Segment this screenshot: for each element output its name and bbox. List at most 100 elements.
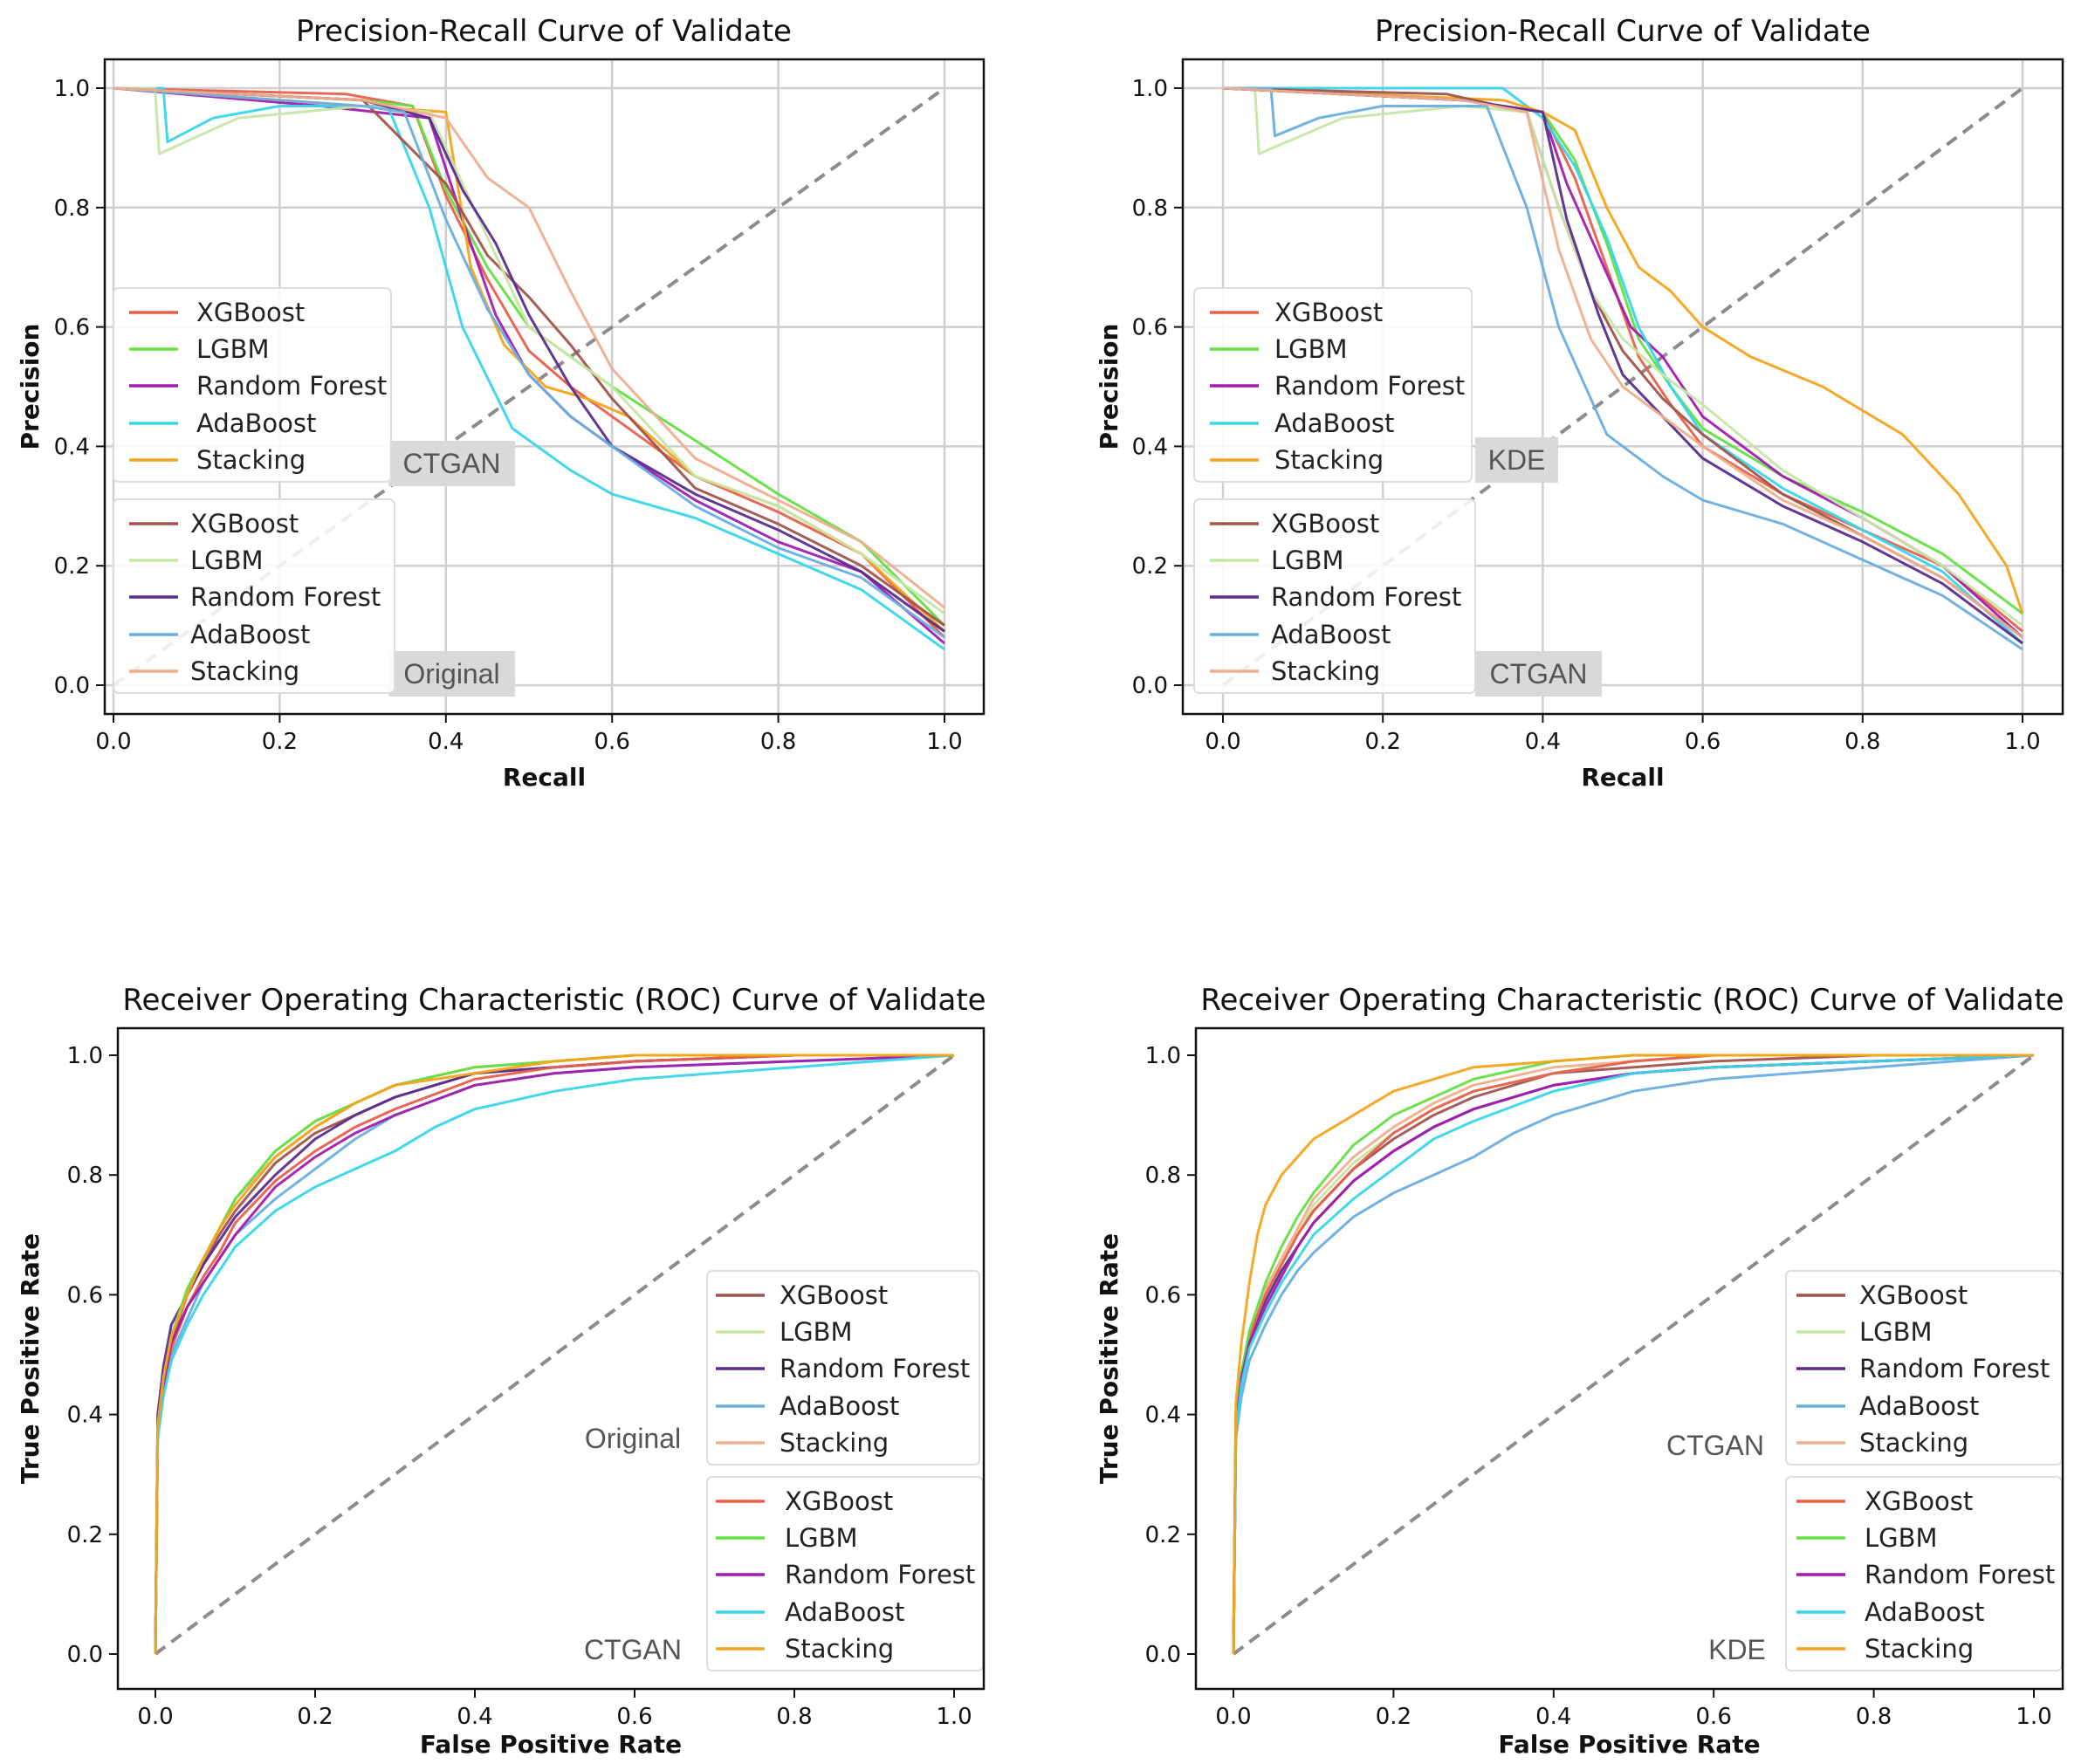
- chart-title: Receiver Operating Characteristic (ROC) …: [122, 983, 986, 1018]
- legend-label: LGBM: [780, 1317, 853, 1347]
- legend-label: XGBoost: [190, 509, 299, 539]
- legend-label: Random Forest: [1271, 582, 1461, 612]
- x-tick-label: 0.4: [457, 1704, 492, 1730]
- legend-label: AdaBoost: [785, 1597, 904, 1627]
- series-line-kde-stacking: [1232, 1054, 2034, 1655]
- y-tick-label: 0.6: [1132, 315, 1168, 341]
- y-tick-label: 1.0: [54, 76, 90, 102]
- x-tick-label: 0.2: [297, 1704, 333, 1730]
- legend-box: [706, 1270, 980, 1465]
- series-line-kde-adaboost: [1232, 1054, 2035, 1655]
- x-tick-label: 0.4: [428, 729, 464, 755]
- x-tick-label: 0.4: [1535, 1704, 1571, 1730]
- y-tick-label: 0.0: [1132, 673, 1168, 699]
- legend-label: AdaBoost: [1274, 408, 1394, 438]
- tag-box: [388, 651, 515, 697]
- series-line-original-stacking: [113, 86, 945, 609]
- legend-label: LGBM: [196, 334, 270, 364]
- legend-label: Stacking: [196, 445, 306, 475]
- y-tick-label: 1.0: [1145, 1043, 1181, 1069]
- x-tick-label: 1.0: [2016, 1704, 2051, 1730]
- diagonal-reference-line: [1232, 1054, 2036, 1656]
- dataset-tag: Original: [403, 658, 499, 690]
- series-line-ctgan-stacking: [154, 1054, 954, 1655]
- tag-box: [1475, 651, 1602, 697]
- x-tick-label: 0.2: [1376, 1704, 1411, 1730]
- legend-box: [113, 287, 392, 483]
- x-tick-label: 0.2: [262, 729, 298, 755]
- y-tick-label: 0.4: [67, 1403, 103, 1429]
- legend-label: Random Forest: [1859, 1354, 2050, 1383]
- y-tick-label: 0.8: [54, 196, 90, 222]
- legend-label: AdaBoost: [1271, 620, 1391, 649]
- y-tick-label: 0.8: [67, 1163, 103, 1189]
- legend-label: XGBoost: [196, 298, 305, 327]
- legend-label: Stacking: [1865, 1634, 1974, 1664]
- x-tick-label: 0.8: [760, 729, 796, 755]
- tag-box: [388, 441, 515, 486]
- legend-label: XGBoost: [1274, 298, 1383, 327]
- y-tick-label: 0.4: [54, 434, 90, 460]
- x-tick-label: 0.8: [1856, 1704, 1892, 1730]
- series-line-ctgan-adaboost: [1232, 1054, 2035, 1655]
- y-tick-label: 0.4: [1132, 434, 1168, 460]
- legend-label: XGBoost: [1271, 509, 1379, 539]
- series-line-original-random-forest: [113, 86, 945, 633]
- series-line-kde-adaboost: [1223, 86, 2024, 645]
- y-tick-label: 0.0: [54, 673, 90, 699]
- dataset-tag: Original: [585, 1423, 681, 1454]
- legend-label: AdaBoost: [196, 408, 316, 438]
- legend-label: Stacking: [190, 656, 299, 686]
- legend-label: Stacking: [785, 1634, 894, 1664]
- x-tick-label: 0.0: [137, 1704, 173, 1730]
- legend-label: Stacking: [1859, 1428, 1968, 1458]
- x-tick-label: 0.4: [1525, 729, 1561, 755]
- legend-label: Random Forest: [1274, 371, 1465, 401]
- series-line-ctgan-adaboost: [154, 1054, 955, 1655]
- legend-label: Random Forest: [196, 371, 387, 401]
- legend-label: XGBoost: [785, 1486, 893, 1516]
- legend-label: AdaBoost: [780, 1391, 899, 1421]
- series-line-original-lgbm: [113, 86, 945, 615]
- dataset-tag: KDE: [1708, 1634, 1766, 1665]
- legend-label: LGBM: [1865, 1523, 1938, 1553]
- legend-label: XGBoost: [1859, 1280, 1968, 1310]
- series-line-original-xgboost: [113, 86, 945, 627]
- legend-box: [113, 498, 395, 694]
- y-tick-label: 0.8: [1132, 196, 1168, 222]
- y-tick-label: 0.0: [1145, 1642, 1181, 1668]
- dataset-tag: CTGAN: [584, 1634, 682, 1665]
- y-tick-label: 1.0: [1132, 76, 1168, 102]
- series-line-original-adaboost: [113, 86, 945, 639]
- legend-label: LGBM: [1271, 546, 1344, 575]
- x-tick-label: 0.6: [616, 1704, 652, 1730]
- y-axis-label: Precision: [16, 324, 45, 450]
- legend-box: [1193, 287, 1473, 483]
- legend-label: Random Forest: [190, 582, 381, 612]
- axes-frame: [1194, 1026, 2064, 1691]
- axes-frame: [103, 58, 986, 716]
- legend-label: LGBM: [785, 1523, 858, 1553]
- legend-label: AdaBoost: [1865, 1597, 1984, 1627]
- x-axis-label: Recall: [503, 763, 586, 792]
- series-line-ctgan-adaboost: [1223, 86, 2023, 651]
- legend-label: Stacking: [1271, 656, 1380, 686]
- legend-label: XGBoost: [780, 1280, 888, 1310]
- legend-label: AdaBoost: [1859, 1391, 1979, 1421]
- series-line-kde-stacking: [1222, 86, 2024, 614]
- y-tick-label: 0.2: [67, 1522, 103, 1548]
- diagonal-reference-line: [154, 1054, 956, 1656]
- dataset-tag: CTGAN: [1490, 658, 1588, 690]
- legend-label: LGBM: [190, 546, 264, 575]
- x-tick-label: 0.0: [95, 729, 131, 755]
- y-tick-label: 0.6: [1145, 1282, 1181, 1308]
- legend-label: LGBM: [1859, 1317, 1933, 1347]
- dataset-tag: CTGAN: [1666, 1430, 1764, 1461]
- x-tick-label: 0.6: [1696, 1704, 1732, 1730]
- dataset-tag: KDE: [1488, 444, 1546, 476]
- legend-box: [1193, 498, 1476, 694]
- x-tick-label: 0.6: [594, 729, 630, 755]
- axes-frame: [1181, 58, 2064, 716]
- x-tick-label: 0.2: [1365, 729, 1401, 755]
